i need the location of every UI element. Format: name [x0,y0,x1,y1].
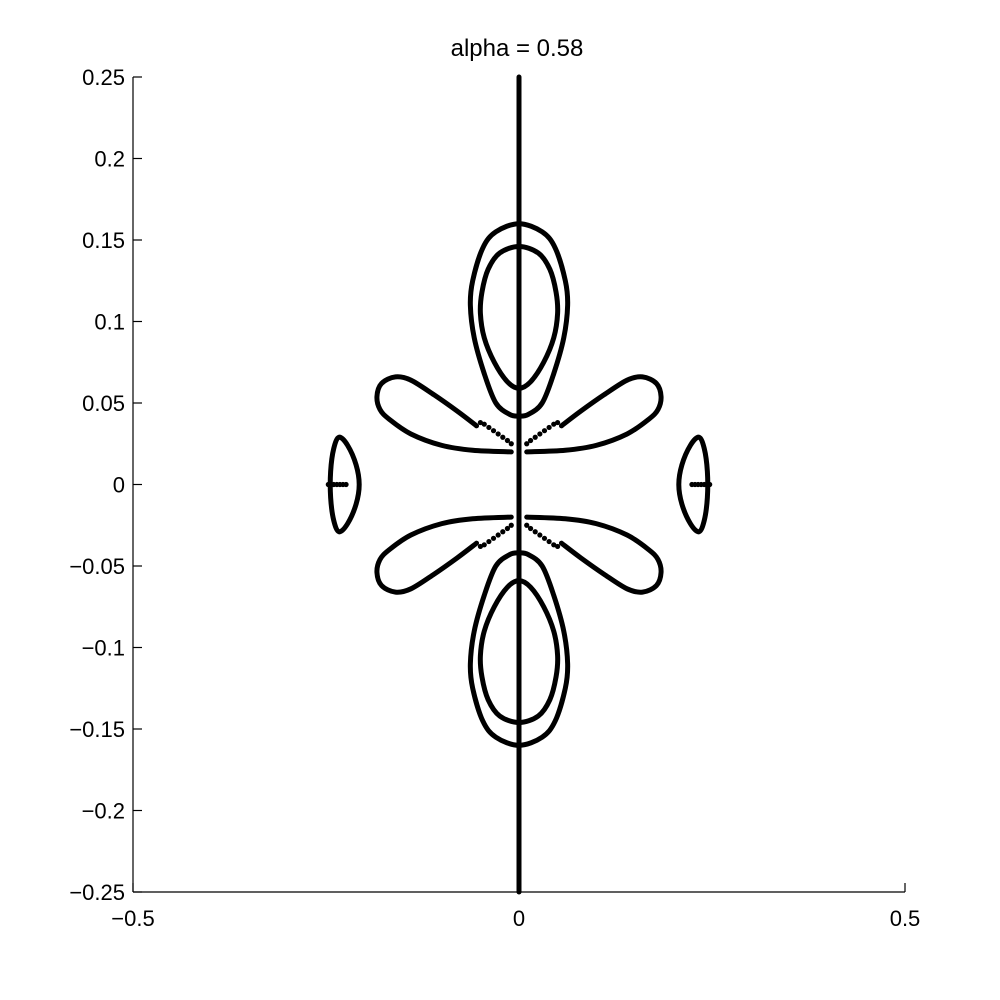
dot-dots-ll [486,538,492,545]
dot-dots-ur [524,441,530,447]
dot-dots-ll [500,529,506,535]
dot-dots-ll [490,535,497,541]
dot-dots-ur [527,437,534,444]
dot-dots-lr [524,522,530,528]
dot-dots-ul [486,424,492,431]
dot-dots-lr [527,525,534,532]
dot-dots-ul [490,428,497,434]
dot-dots-left-oval [325,481,331,488]
series-upper-left-petal [374,374,514,455]
x-tick-label: 0 [513,906,525,931]
y-tick-label: 0.15 [82,228,125,253]
dot-dots-ll [495,532,501,538]
y-tick-label: −0.05 [69,554,125,579]
y-tick-label: 0.1 [94,310,125,335]
chart-title: alpha = 0.58 [451,35,584,62]
dot-dots-ul [504,437,511,444]
series-right-oval [676,434,711,535]
dot-markers [325,419,713,550]
y-tick-label: −0.15 [69,717,125,742]
dot-dots-ll [508,522,514,528]
dot-dots-ul [500,434,506,440]
series-upper-outer-loop [467,221,571,419]
dot-dots-right-oval [707,481,713,488]
x-tick-label: −0.5 [111,906,154,931]
dot-dots-ul [508,441,514,447]
dot-dots-ur [541,428,548,434]
dot-dots-lr [546,538,552,545]
dot-dots-ur [532,434,538,440]
dot-dots-lr [537,532,543,538]
dot-dots-lr [532,529,538,535]
y-tick-label: −0.25 [69,880,125,905]
y-tick-label: 0 [113,473,125,498]
dot-dots-ll [504,525,511,532]
series-upper-inner-loop [477,244,561,391]
y-tick-label: −0.2 [82,799,125,824]
dot-dots-ur [546,424,552,431]
dot-dots-ul [495,431,501,437]
curves [327,74,711,895]
y-tick-label: 0.25 [82,65,125,90]
dot-dots-ll [477,543,483,550]
x-ticks: −0.5 0 0.5 [111,883,920,931]
y-ticks: 0.25 0.2 0.15 0.1 0.05 0 −0.05 −0.1 −0.15 −0.2 −0.… [69,65,142,905]
dot-dots-ur [555,419,561,426]
y-tick-label: −0.1 [82,636,125,661]
series-lower-left-petal [374,514,514,595]
series-lower-inner-loop [477,578,561,725]
series-lower-right-petal [524,514,664,595]
y-tick-label: 0.2 [94,147,125,172]
dot-dots-ur [537,431,543,437]
series-lower-outer-loop [467,550,571,748]
dot-dots-ul [477,419,483,426]
series-upper-right-petal [524,374,664,455]
series-left-oval [327,434,362,535]
x-tick-label: 0.5 [890,906,921,931]
y-tick-label: 0.05 [82,391,125,416]
dot-dots-lr [541,535,548,541]
dot-dots-lr [555,543,561,550]
